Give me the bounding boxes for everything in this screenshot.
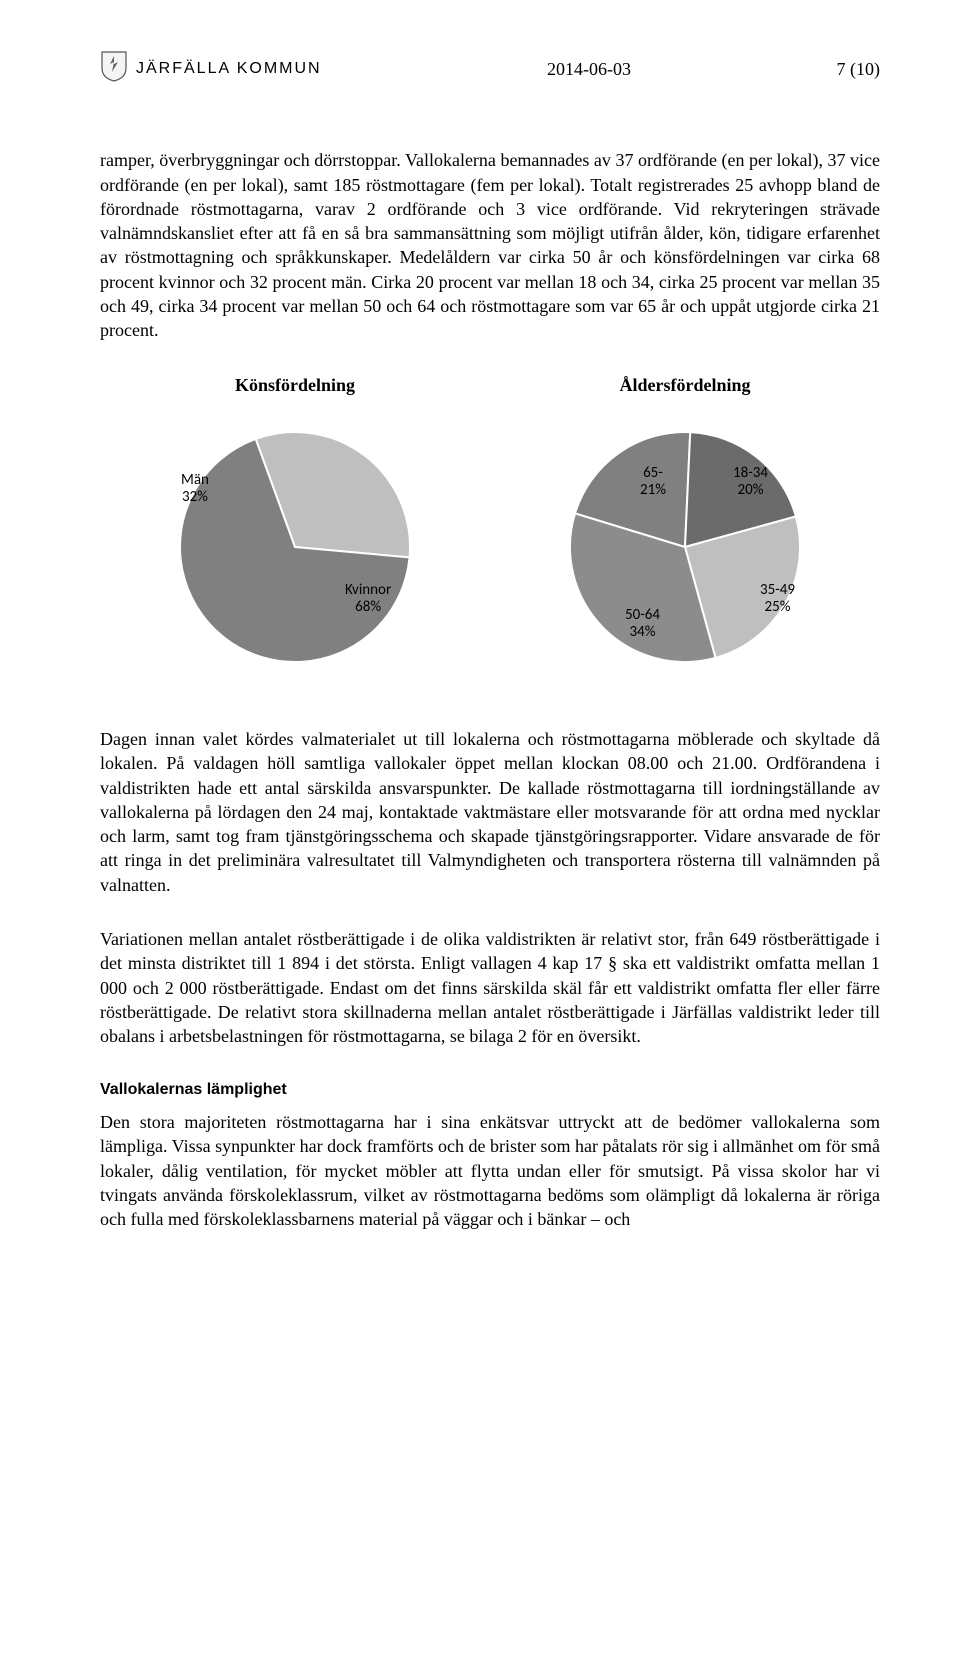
page-header: JÄRFÄLLA KOMMUN 2014-06-03 7 (10): [100, 50, 880, 88]
pie-slice-label: Män 32%: [181, 472, 209, 507]
header-left: JÄRFÄLLA KOMMUN: [100, 50, 322, 88]
pie-slice-label: 35-49 25%: [760, 582, 795, 617]
age-chart-title: Åldersfördelning: [515, 373, 855, 397]
pie-slice-label: Kvinnor 68%: [345, 582, 391, 617]
paragraph-3: Variationen mellan antalet röstberättiga…: [100, 927, 880, 1048]
pie-slice-label: 65- 21%: [640, 465, 666, 500]
paragraph-4: Den stora majoriteten röstmottagarna har…: [100, 1110, 880, 1231]
gender-pie: Män 32% Kvinnor 68%: [145, 407, 445, 687]
gender-chart-title: Könsfördelning: [125, 373, 465, 397]
age-chart: Åldersfördelning 65- 21% 18-34 20% 35-49 2…: [515, 373, 855, 687]
pie-slice-label: 18-34 20%: [733, 465, 768, 500]
paragraph-2: Dagen innan valet kördes valmaterialet u…: [100, 727, 880, 897]
municipality-name: JÄRFÄLLA KOMMUN: [136, 58, 322, 80]
pie-slice-label: 50-64 34%: [625, 607, 660, 642]
age-pie: 65- 21% 18-34 20% 35-49 25% 50-64 34%: [535, 407, 835, 687]
section-heading: Vallokalernas lämplighet: [100, 1079, 880, 1101]
page-number: 7 (10): [837, 57, 881, 81]
municipality-logo-icon: [100, 50, 128, 88]
paragraph-1: ramper, överbryggningar och dörrstoppar.…: [100, 148, 880, 342]
charts-row: Könsfördelning Män 32% Kvinnor 68% Ålders…: [100, 373, 880, 687]
gender-chart: Könsfördelning Män 32% Kvinnor 68%: [125, 373, 465, 687]
document-date: 2014-06-03: [547, 57, 631, 81]
